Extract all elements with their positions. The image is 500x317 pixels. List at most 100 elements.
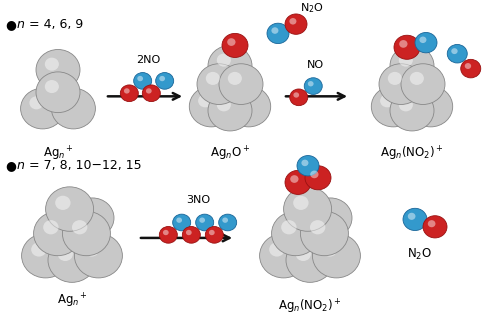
Text: Ag$_n$(NO$_2$)$^+$: Ag$_n$(NO$_2$)$^+$	[278, 298, 342, 316]
Circle shape	[160, 227, 178, 243]
Circle shape	[200, 217, 205, 223]
Circle shape	[34, 211, 82, 256]
Circle shape	[52, 88, 96, 129]
Text: = 7, 8, 10−12, 15: = 7, 8, 10−12, 15	[25, 159, 142, 172]
Circle shape	[222, 217, 228, 223]
Circle shape	[403, 208, 427, 230]
Circle shape	[72, 220, 88, 234]
Circle shape	[182, 227, 200, 243]
Circle shape	[48, 238, 96, 282]
Circle shape	[312, 234, 360, 278]
Circle shape	[284, 187, 332, 231]
Circle shape	[30, 96, 44, 109]
Circle shape	[272, 27, 278, 34]
Text: N$_2$O: N$_2$O	[300, 1, 324, 15]
Circle shape	[302, 160, 308, 166]
Circle shape	[394, 35, 420, 59]
Circle shape	[58, 247, 73, 261]
Circle shape	[310, 220, 326, 234]
Text: 3NO: 3NO	[186, 195, 210, 204]
Circle shape	[290, 18, 296, 24]
Circle shape	[452, 48, 458, 54]
Circle shape	[217, 98, 231, 111]
Circle shape	[460, 59, 480, 78]
Circle shape	[415, 32, 437, 53]
Circle shape	[208, 90, 252, 131]
Circle shape	[217, 54, 231, 67]
Circle shape	[80, 206, 94, 219]
Circle shape	[308, 81, 314, 87]
Circle shape	[71, 198, 114, 238]
Circle shape	[209, 230, 214, 235]
Circle shape	[260, 234, 308, 278]
Circle shape	[163, 230, 168, 235]
Text: ●: ●	[5, 18, 16, 31]
Circle shape	[228, 72, 242, 85]
Text: = 4, 6, 9: = 4, 6, 9	[25, 18, 83, 31]
Text: $n$: $n$	[16, 159, 25, 172]
Circle shape	[448, 44, 468, 63]
Circle shape	[285, 14, 307, 34]
Circle shape	[410, 72, 424, 85]
Circle shape	[60, 96, 74, 109]
Circle shape	[134, 73, 152, 89]
Circle shape	[408, 86, 453, 127]
Circle shape	[138, 76, 143, 81]
Circle shape	[206, 72, 220, 85]
Circle shape	[84, 243, 100, 256]
Circle shape	[296, 247, 311, 261]
Text: N$_2$O: N$_2$O	[408, 247, 432, 262]
Circle shape	[309, 198, 352, 238]
Circle shape	[20, 88, 64, 129]
Circle shape	[218, 214, 236, 231]
Circle shape	[267, 23, 289, 43]
Circle shape	[172, 214, 190, 231]
Circle shape	[74, 234, 122, 278]
Circle shape	[120, 85, 138, 101]
Circle shape	[146, 88, 152, 94]
Circle shape	[390, 90, 434, 131]
Circle shape	[198, 94, 212, 107]
Circle shape	[62, 211, 110, 256]
Circle shape	[43, 220, 59, 234]
Circle shape	[197, 64, 241, 105]
Text: 2NO: 2NO	[136, 55, 160, 65]
Circle shape	[380, 94, 394, 107]
Circle shape	[186, 230, 192, 235]
Text: $n$: $n$	[16, 18, 25, 31]
Text: NO: NO	[306, 61, 324, 70]
Circle shape	[206, 227, 224, 243]
Circle shape	[45, 58, 59, 71]
Circle shape	[227, 38, 235, 46]
Circle shape	[236, 94, 250, 107]
Circle shape	[408, 213, 416, 220]
Text: ●: ●	[5, 159, 16, 172]
Circle shape	[176, 217, 182, 223]
Circle shape	[304, 78, 322, 94]
Circle shape	[36, 72, 80, 113]
Circle shape	[226, 86, 270, 127]
Circle shape	[399, 54, 413, 67]
Circle shape	[22, 234, 70, 278]
Circle shape	[124, 88, 130, 94]
Circle shape	[418, 94, 432, 107]
Circle shape	[208, 45, 252, 86]
Text: Ag$_n$O$^+$: Ag$_n$O$^+$	[210, 145, 250, 163]
Circle shape	[222, 33, 248, 57]
Circle shape	[388, 72, 402, 85]
Circle shape	[45, 80, 59, 93]
Circle shape	[379, 64, 423, 105]
Circle shape	[219, 64, 263, 105]
Text: Ag$_n$(NO$_2$)$^+$: Ag$_n$(NO$_2$)$^+$	[380, 145, 444, 163]
Circle shape	[399, 40, 407, 48]
Circle shape	[269, 243, 284, 256]
Circle shape	[196, 214, 214, 231]
Circle shape	[294, 92, 299, 98]
Circle shape	[160, 76, 165, 81]
Text: Ag$_n$$^+$: Ag$_n$$^+$	[56, 292, 88, 310]
Circle shape	[272, 211, 320, 256]
Circle shape	[55, 196, 70, 210]
Circle shape	[390, 45, 434, 86]
Circle shape	[399, 98, 413, 111]
Circle shape	[293, 196, 308, 210]
